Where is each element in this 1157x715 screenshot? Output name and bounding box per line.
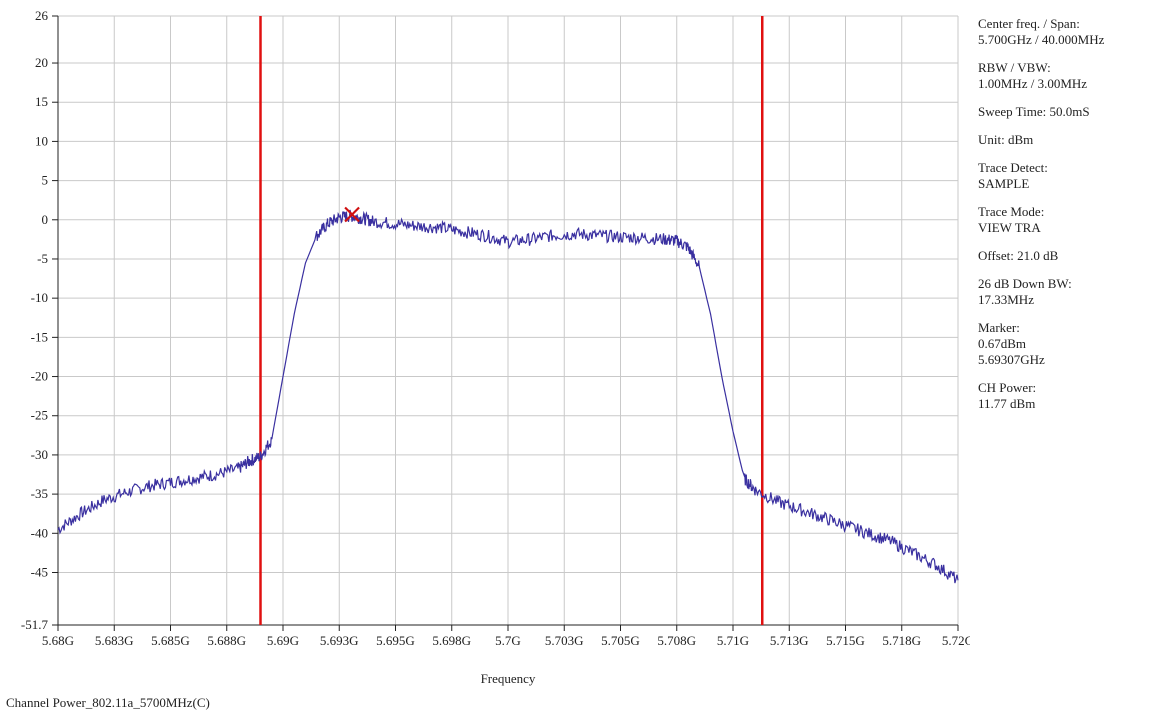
info-sweep-time: Sweep Time: 50.0mS bbox=[978, 104, 1090, 119]
info-down-bw: 26 dB Down BW: 17.33MHz bbox=[978, 276, 1072, 307]
x-tick-label: 5.703G bbox=[545, 633, 584, 648]
marker-stroke bbox=[344, 206, 360, 223]
y-tick-label: 10 bbox=[35, 133, 48, 148]
x-tick-label: 5.693G bbox=[320, 633, 359, 648]
x-tick-label: 5.683G bbox=[95, 633, 134, 648]
y-tick-label: -10 bbox=[31, 290, 48, 305]
x-axis-ticks: 5.68G 5.683G 5.685G 5.688G 5.69G 5.693G 5.695G… bbox=[42, 625, 970, 648]
y-tick-label: -25 bbox=[31, 408, 48, 423]
info-trace-detect: Trace Detect: SAMPLE bbox=[978, 160, 1048, 191]
x-tick-label: 5.7G bbox=[495, 633, 521, 648]
measurement-info-panel: Center freq. / Span: 5.700GHz / 40.000MH… bbox=[978, 16, 1154, 424]
x-tick-label: 5.72G bbox=[942, 633, 970, 648]
channel-boundary-lines bbox=[259, 16, 764, 625]
x-tick-label: 5.695G bbox=[376, 633, 415, 648]
x-tick-label: 5.708G bbox=[657, 633, 696, 648]
y-tick-label: 5 bbox=[42, 173, 49, 188]
y-tick-label: -20 bbox=[31, 369, 48, 384]
x-tick-label: 5.685G bbox=[151, 633, 190, 648]
x-tick-label: 5.71G bbox=[717, 633, 749, 648]
x-tick-label: 5.68G bbox=[42, 633, 74, 648]
y-tick-label: 0 bbox=[42, 212, 49, 227]
x-tick-label: 5.715G bbox=[826, 633, 865, 648]
y-tick-label: -5 bbox=[37, 251, 48, 266]
info-offset: Offset: 21.0 dB bbox=[978, 248, 1059, 263]
y-tick-label: 20 bbox=[35, 55, 48, 70]
trace-series bbox=[57, 209, 959, 584]
spectrum-chart: 26 20 15 10 5 0 -5 -10 -15 -20 -25 -30 -35 -40 -45 -51.… bbox=[21, 8, 970, 686]
chart-caption: Channel Power_802.11a_5700MHz(C) bbox=[6, 695, 210, 710]
y-tick-label: -45 bbox=[31, 564, 48, 579]
y-tick-label: -15 bbox=[31, 329, 48, 344]
x-tick-label: 5.698G bbox=[432, 633, 471, 648]
y-tick-label: -35 bbox=[31, 486, 48, 501]
x-tick-label: 5.69G bbox=[267, 633, 299, 648]
y-tick-label: -51.7 bbox=[21, 617, 49, 632]
x-tick-label: 5.713G bbox=[770, 633, 809, 648]
y-axis-ticks: 26 20 15 10 5 0 -5 -10 -15 -20 -25 -30 -35 -40 -45 -51.… bbox=[21, 8, 58, 632]
trace-line bbox=[57, 209, 959, 584]
y-tick-label: -40 bbox=[31, 525, 48, 540]
info-center-span: Center freq. / Span: 5.700GHz / 40.000MH… bbox=[978, 16, 1105, 47]
grid-lines bbox=[57, 15, 959, 626]
x-tick-label: 5.688G bbox=[207, 633, 246, 648]
y-tick-label: 26 bbox=[35, 8, 49, 23]
info-trace-mode: Trace Mode: VIEW TRA bbox=[978, 204, 1045, 235]
x-axis-label: Frequency bbox=[481, 671, 536, 686]
info-ch-power: CH Power: 11.77 dBm bbox=[978, 380, 1037, 411]
x-tick-label: 5.718G bbox=[882, 633, 921, 648]
info-rbw-vbw: RBW / VBW: 1.00MHz / 3.00MHz bbox=[978, 60, 1088, 91]
x-tick-label: 5.705G bbox=[601, 633, 640, 648]
info-unit: Unit: dBm bbox=[978, 132, 1034, 147]
y-tick-label: 15 bbox=[35, 94, 48, 109]
y-tick-label: -30 bbox=[31, 447, 48, 462]
info-marker: Marker: 0.67dBm 5.69307GHz bbox=[978, 320, 1045, 367]
peak-marker bbox=[344, 206, 360, 223]
